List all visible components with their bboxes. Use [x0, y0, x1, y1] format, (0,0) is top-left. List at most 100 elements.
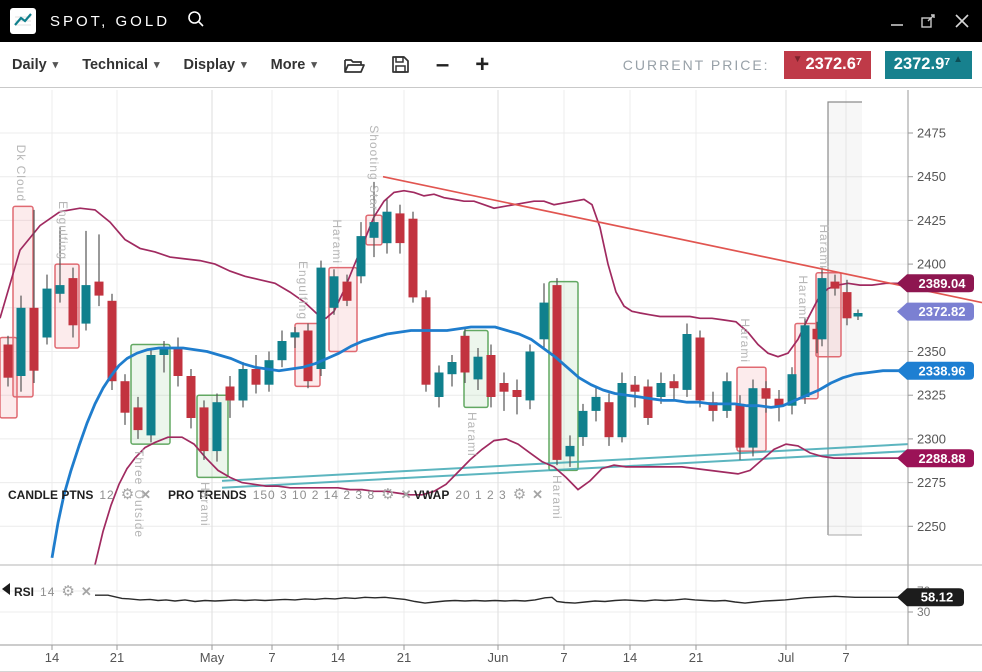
candle-down: [830, 274, 840, 296]
candle-down: [251, 355, 261, 394]
x-axis-label: 21: [110, 650, 124, 665]
candle-up: [565, 435, 575, 467]
bollinger-upper-line: [0, 189, 908, 358]
pattern-label: Harami: [550, 475, 564, 521]
candle-down: [199, 400, 209, 460]
vwap-line: [221, 443, 909, 482]
price-tag: 2372.82: [897, 302, 974, 321]
current-bar-zone-border: [827, 101, 862, 535]
x-axis-label: 21: [689, 650, 703, 665]
indicator-params: 12: [99, 488, 115, 502]
remove-indicator-icon[interactable]: ✕: [532, 487, 544, 502]
save-layout-button[interactable]: [391, 55, 410, 74]
current-price-label: CURRENT PRICE:: [622, 56, 770, 73]
candle-down: [643, 379, 653, 425]
candle-up: [159, 341, 169, 373]
candle-up: [16, 295, 26, 392]
x-axis-label: Jul: [778, 650, 795, 665]
candle-up: [434, 365, 444, 408]
candle-down: [3, 335, 13, 387]
candle-up: [329, 269, 339, 315]
chevron-down-icon: ▾: [311, 59, 317, 71]
menu-technical[interactable]: Technical ▾: [82, 57, 159, 73]
candle-down: [486, 344, 496, 408]
indicator-params: 14: [40, 585, 56, 599]
candle-down: [812, 321, 822, 354]
menu-more[interactable]: More ▾: [271, 57, 317, 73]
chevron-down-icon: ▾: [241, 59, 247, 71]
indicator-name: RSI: [14, 585, 35, 599]
titlebar: SPOT, GOLD: [0, 0, 982, 42]
indicator-params: 20 1 2 3: [455, 488, 507, 502]
candle-down: [421, 290, 431, 392]
candle-up: [748, 379, 758, 457]
menu-more-label: More: [270, 56, 306, 73]
candle-up: [591, 386, 601, 422]
candle-up: [42, 274, 52, 345]
price-axis-label: 2250: [917, 519, 946, 534]
pattern-label: Harami: [796, 274, 810, 320]
candle-down: [342, 274, 352, 307]
indicator-params: 150 3 10 2 14 2 3 8: [252, 488, 376, 502]
x-axis-label: May: [200, 650, 225, 665]
candle-up: [290, 327, 300, 348]
arrow-down-icon: ▼: [792, 53, 803, 65]
pattern-label: Engulfing: [56, 201, 70, 261]
pattern-label: Harami: [198, 482, 212, 528]
x-axis-label: 14: [623, 650, 637, 665]
pattern-label: Engulfing: [296, 260, 310, 320]
candle-up: [316, 260, 326, 376]
popout-button[interactable]: [920, 13, 938, 29]
candle-down: [630, 376, 640, 408]
candle-down: [94, 234, 104, 307]
price-axis-label: 2325: [917, 388, 946, 403]
candle-down: [669, 374, 679, 401]
minimize-button[interactable]: [890, 14, 904, 28]
open-layout-button[interactable]: [343, 56, 365, 74]
search-icon[interactable]: [186, 9, 206, 34]
menu-display[interactable]: Display ▾: [184, 57, 247, 73]
rsi-collapse-icon[interactable]: [2, 583, 10, 595]
legend-vwap: VWAP 20 1 2 3 ⚙ ✕: [414, 487, 543, 503]
zoom-out-button[interactable]: –: [435, 50, 450, 78]
save-icon: [392, 56, 409, 73]
candle-down: [68, 267, 78, 338]
candle-up: [722, 372, 732, 418]
x-axis-label: Jun: [488, 650, 509, 665]
remove-indicator-icon[interactable]: ✕: [400, 487, 412, 502]
menu-interval[interactable]: Daily ▾: [12, 57, 58, 73]
chart-area: 14 21 May 7 14 21 Jun 7 14 21 Jul 7 2475 2450 2425 2400…: [0, 88, 982, 671]
x-axis-label: 7: [560, 650, 567, 665]
settings-gear-icon[interactable]: ⚙: [120, 486, 135, 503]
settings-gear-icon[interactable]: ⚙: [512, 486, 527, 503]
candle-up: [81, 230, 91, 331]
svg-text:2372.82: 2372.82: [919, 304, 966, 319]
price-axis-label: 2350: [917, 344, 946, 359]
candle-up: [656, 372, 666, 404]
zoom-in-button[interactable]: +: [475, 50, 490, 78]
x-axis-label: 7: [842, 650, 849, 665]
candle-up: [238, 362, 248, 408]
app-logo-icon: [10, 8, 36, 34]
x-axis-label: 7: [268, 650, 275, 665]
candle-down: [225, 376, 235, 418]
candle-down: [604, 393, 614, 446]
candle-down: [395, 204, 405, 254]
chevron-down-icon: ▾: [154, 59, 160, 71]
pattern-label: Dk Cloud: [14, 145, 28, 203]
close-button[interactable]: [954, 13, 970, 29]
settings-gear-icon[interactable]: ⚙: [61, 583, 75, 600]
arrow-up-icon: ▲: [953, 53, 963, 65]
trendline[interactable]: [382, 175, 982, 304]
candle-up: [800, 318, 810, 404]
current-bar-zone: [828, 102, 862, 535]
candle-up: [617, 372, 627, 443]
indicator-name: PRO TRENDS: [168, 488, 247, 502]
settings-gear-icon[interactable]: ⚙: [381, 486, 395, 503]
candle-down: [303, 323, 313, 389]
candle-up: [55, 227, 65, 303]
remove-indicator-icon[interactable]: ✕: [140, 487, 152, 502]
remove-indicator-icon[interactable]: ✕: [80, 584, 92, 599]
candle-down: [695, 330, 705, 408]
